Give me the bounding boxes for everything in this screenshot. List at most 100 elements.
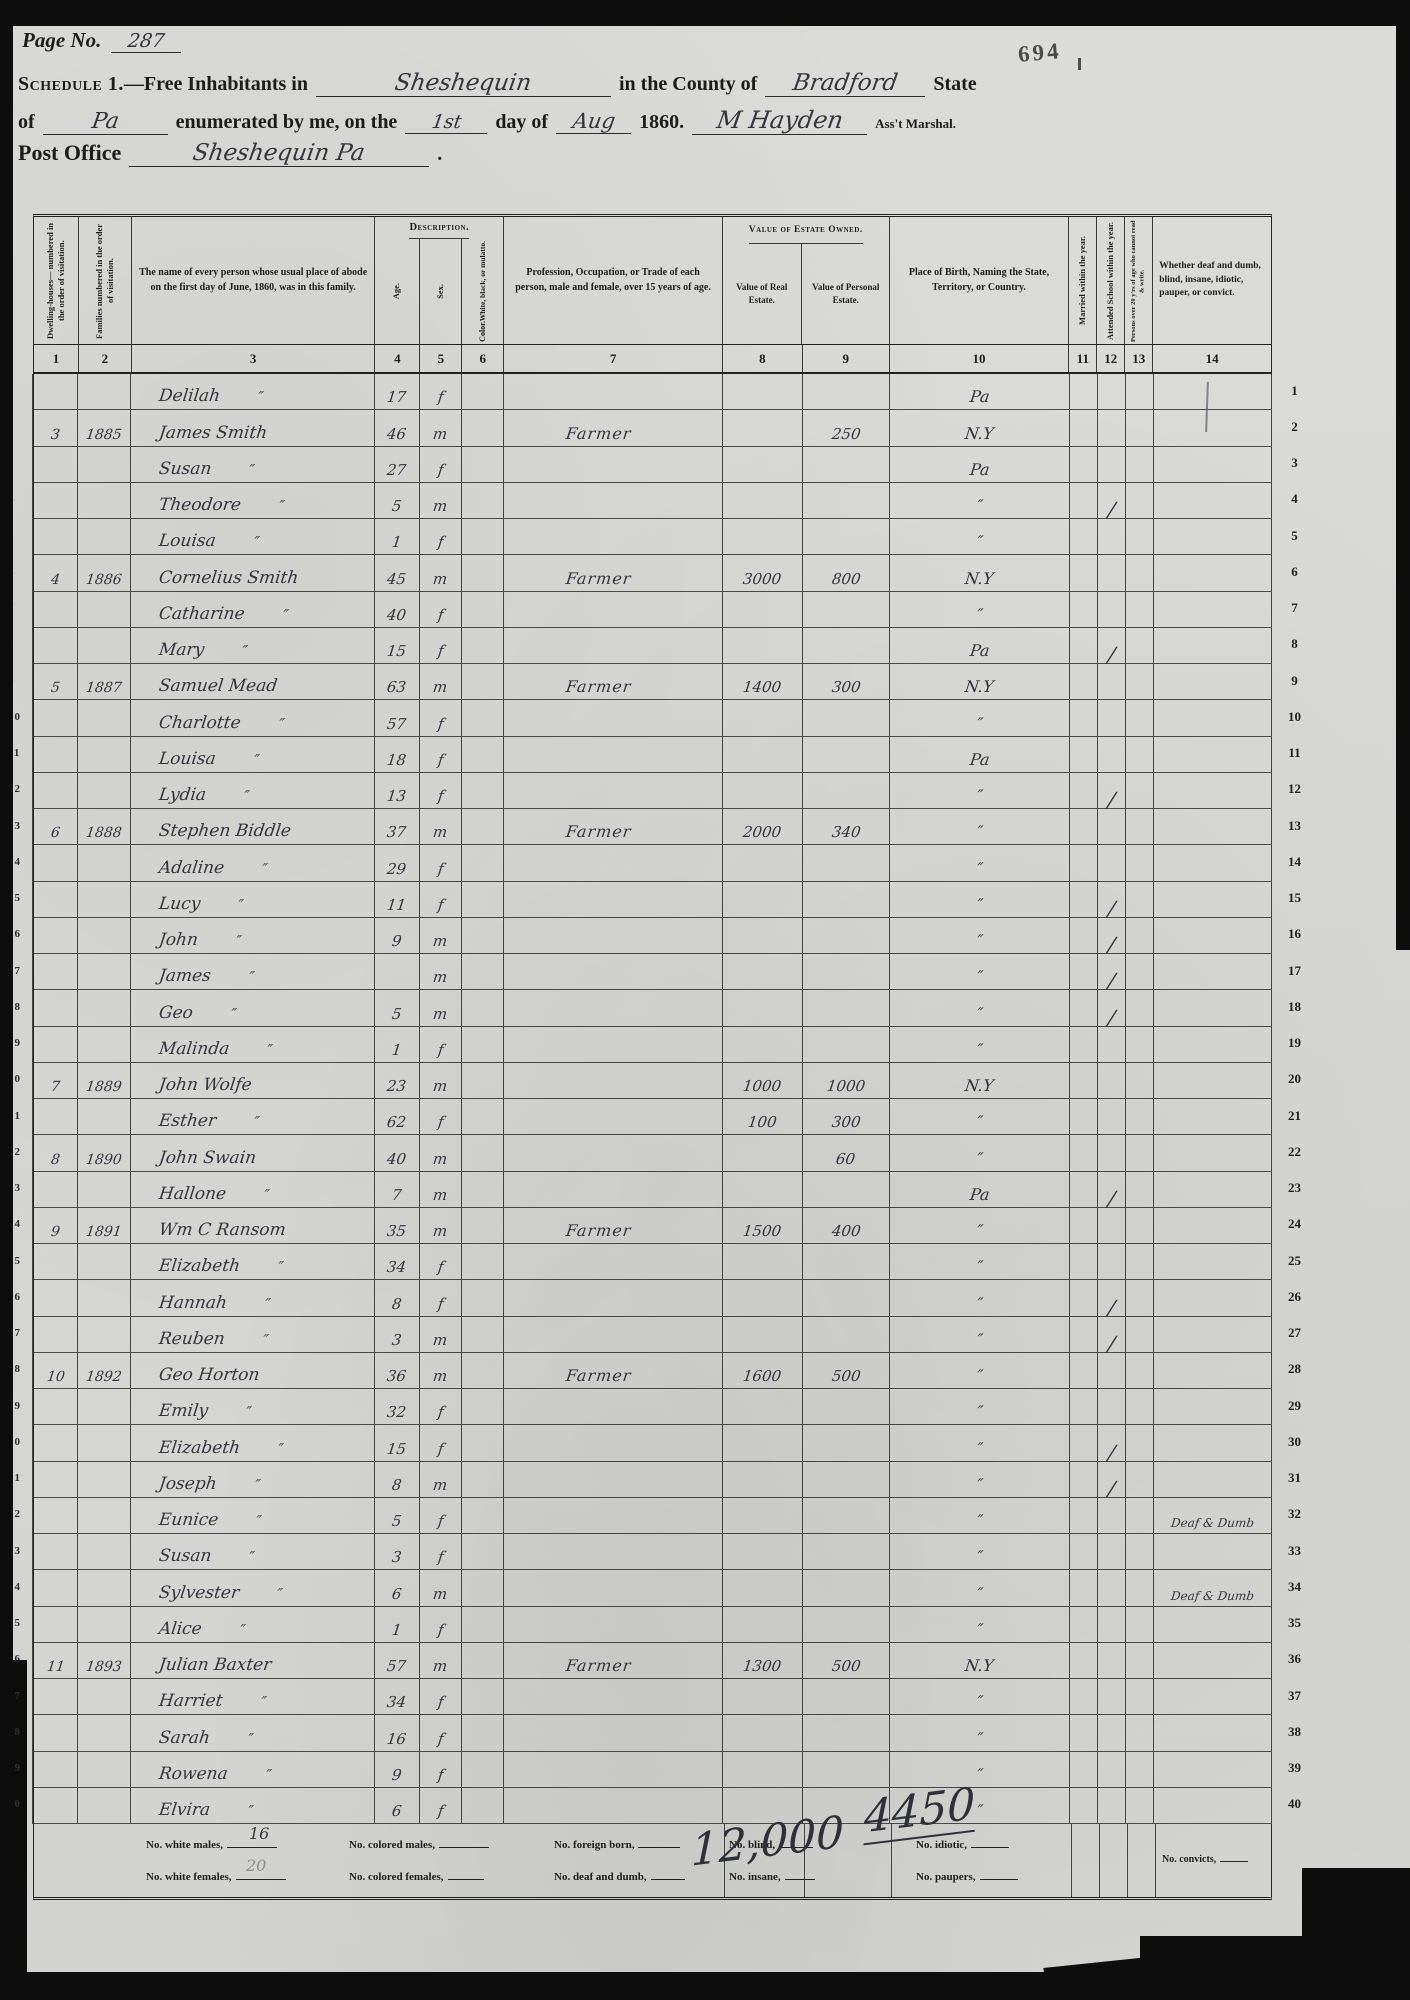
cell-personal-estate [803, 1389, 890, 1426]
cell-color [462, 519, 504, 556]
cell-birthplace: ″ [890, 1026, 1070, 1063]
row-number-left: 9 [14, 664, 33, 701]
cell-birthplace: ″ [890, 809, 1070, 846]
header-family: Families numbered in the order of visita… [79, 217, 132, 344]
cell-school [1098, 374, 1126, 411]
cell-real-estate [723, 1244, 803, 1281]
cell-personal-estate [803, 1026, 890, 1063]
table-row: 14 Adaline″29f ″ 14 [14, 845, 1336, 882]
cell-name: Geo Horton [131, 1352, 375, 1389]
cell-married [1070, 1099, 1098, 1136]
cell-school [1098, 1679, 1126, 1716]
row-number-right: 37 [1288, 1687, 1301, 1703]
table-row: 25 Elizabeth″34f ″ 25 [14, 1244, 1336, 1281]
cell-family: 1893 [78, 1642, 131, 1679]
cell-school [1098, 1715, 1126, 1752]
cell-married [1070, 664, 1098, 701]
row-number-left: 7 [14, 591, 33, 628]
cell-profession: Farmer [504, 410, 723, 447]
cell-personal-estate: 340 [803, 809, 890, 846]
cell-age: 15 [375, 627, 420, 664]
row-number-right: 29 [1288, 1397, 1301, 1413]
cell-age: 35 [375, 1207, 420, 1244]
cell-color [462, 1389, 504, 1426]
cell-age: 11 [375, 881, 420, 918]
cell-married [1070, 1751, 1098, 1788]
cell-birthplace: ″ [890, 772, 1070, 809]
cell-family [78, 881, 131, 918]
cell-name: Catharine ″ [131, 591, 375, 628]
table-row: 26 Hannah″8f ″ / 26 [14, 1280, 1336, 1320]
cell-color [462, 990, 504, 1027]
column-number: 3 [132, 345, 376, 372]
cell-dwelling [33, 1787, 78, 1824]
cell-color [462, 1679, 504, 1716]
cell-cannot-read [1126, 1062, 1154, 1099]
header-color: White, black, or mulatto. Color. [477, 240, 487, 342]
scan-edge-top [0, 0, 1410, 26]
cell-cannot-read [1126, 1570, 1154, 1607]
cell-name: Alice ″ [131, 1606, 375, 1643]
row-number-left: 5 [14, 519, 33, 556]
cell-married [1070, 845, 1098, 882]
cell-name: Elizabeth ″ [131, 1425, 375, 1462]
cell-dwelling [33, 1026, 78, 1063]
cell-birthplace: N.Y [890, 1062, 1070, 1099]
cell-personal-estate [803, 1244, 890, 1281]
row-number-left: 26 [14, 1280, 33, 1317]
cell-sex: f [420, 446, 462, 483]
cell-remarks [1154, 482, 1272, 519]
cell-real-estate [723, 591, 803, 628]
cell-personal-estate [803, 1679, 890, 1716]
cell-family [78, 1497, 131, 1534]
row-number-right: 27 [1288, 1325, 1301, 1341]
row-number-left: 13 [14, 809, 33, 846]
cell-married [1070, 1207, 1098, 1244]
cell-dwelling [33, 954, 78, 991]
cell-dwelling [33, 1606, 78, 1643]
cell-family [78, 772, 131, 809]
cell-color [462, 627, 504, 664]
cell-age: 9 [375, 1751, 420, 1788]
row-number-left: 18 [14, 990, 33, 1027]
cell-remarks [1154, 1715, 1272, 1752]
cell-personal-estate [803, 519, 890, 556]
cell-real-estate [723, 1425, 803, 1462]
footer-rule [1155, 1824, 1156, 1897]
cell-profession [504, 772, 723, 809]
cell-dwelling [33, 736, 78, 773]
column-number: 1 [34, 345, 79, 372]
row-number-left: 34 [14, 1570, 33, 1607]
cell-school [1098, 664, 1126, 701]
cell-birthplace: ″ [890, 1352, 1070, 1389]
footer-rule [891, 1824, 892, 1897]
cell-name: Joseph ″ [131, 1461, 375, 1498]
cell-cannot-read [1126, 917, 1154, 954]
header-birthplace: Place of Birth, Naming the State, Territ… [890, 217, 1070, 344]
year-text: 1860. [639, 111, 685, 133]
cell-cannot-read [1126, 410, 1154, 447]
cell-profession [504, 700, 723, 737]
table-row: 32 Eunice″5f ″ Deaf & Dumb 32 [14, 1497, 1336, 1534]
cell-real-estate: 1300 [723, 1642, 803, 1679]
cell-color [462, 446, 504, 483]
cell-dwelling [33, 700, 78, 737]
cell-name: John Swain [131, 1135, 375, 1172]
cell-profession: Farmer [504, 1207, 723, 1244]
row-number-right: 32 [1288, 1506, 1301, 1522]
cell-color [462, 1787, 504, 1824]
cell-sex: m [420, 1642, 462, 1679]
cell-color [462, 809, 504, 846]
row-number-left: 31 [14, 1461, 33, 1498]
row-number-right: 9 [1291, 672, 1298, 688]
cell-profession [504, 990, 723, 1027]
cell-sex: f [420, 700, 462, 737]
cell-profession [504, 446, 723, 483]
cell-cannot-read [1126, 482, 1154, 519]
cell-remarks [1154, 1534, 1272, 1571]
cell-sex: f [420, 1534, 462, 1571]
column-number: 6 [462, 345, 505, 372]
